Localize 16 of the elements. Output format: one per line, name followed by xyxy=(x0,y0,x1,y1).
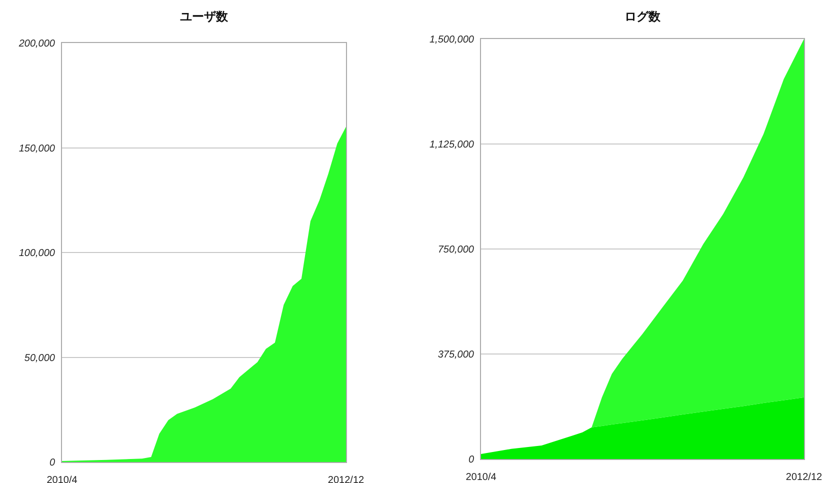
y-tick-label: 375,000 xyxy=(438,350,474,360)
x-tick-label: 2012/12 xyxy=(786,472,823,483)
y-tick-label: 0 xyxy=(468,454,474,466)
chart-title: ログ数 xyxy=(624,9,662,24)
y-tick-label: 150,000 xyxy=(18,143,56,154)
y-tick-label: 1,500,000 xyxy=(430,34,474,46)
y-tick-label: 750,000 xyxy=(438,244,474,256)
chart-title: ユーザ数 xyxy=(180,9,229,24)
x-tick-label: 2010/4 xyxy=(466,472,497,483)
y-tick-label: 200,000 xyxy=(18,38,56,50)
y-tick-label: 100,000 xyxy=(18,248,56,259)
x-tick-label: 2012/12 xyxy=(328,475,365,483)
x-tick-label: 2010/4 xyxy=(46,475,78,483)
y-tick-label: 0 xyxy=(49,458,56,468)
y-tick-label: 1,125,000 xyxy=(430,140,474,150)
y-tick-label: 50,000 xyxy=(24,352,56,364)
